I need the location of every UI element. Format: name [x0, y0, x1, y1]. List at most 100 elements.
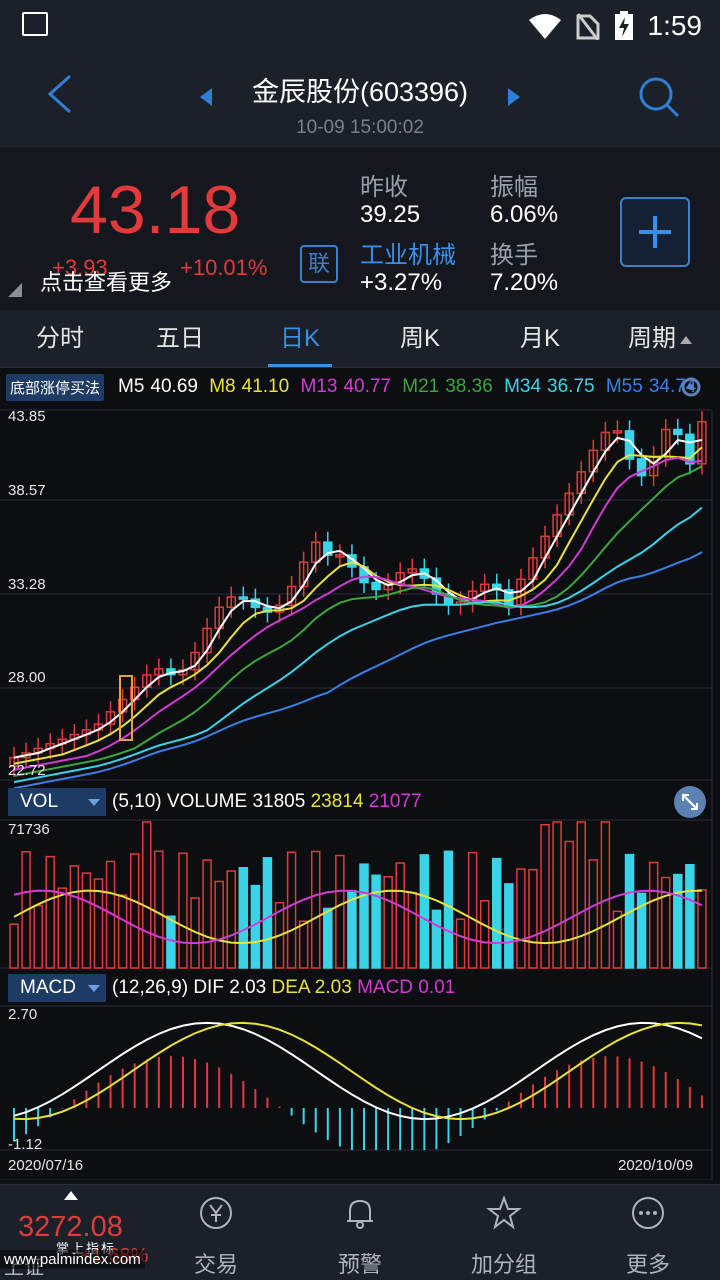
volume-bar [129, 853, 140, 969]
candle-body [238, 596, 249, 600]
index-value: 3272.08 [18, 1211, 123, 1243]
search-icon[interactable] [638, 76, 680, 118]
candle-body [310, 541, 321, 563]
add-watchlist-button[interactable] [620, 197, 690, 267]
volume-header: VOL (5,10) VOLUME 31805 23814 21077 [0, 788, 720, 818]
more-link[interactable]: 点击查看更多 [40, 270, 173, 295]
volume-bar [492, 857, 502, 969]
candle-body [685, 433, 695, 465]
candle-body [371, 581, 381, 591]
corner-indicator [8, 283, 22, 297]
sector-value: +3.27% [360, 269, 443, 296]
volume-bar [310, 850, 321, 969]
settings-gear-icon[interactable] [678, 374, 704, 400]
nav-alert-label: 预警 [337, 1252, 382, 1277]
tab-weekly-k[interactable]: 周K [399, 325, 440, 352]
volume-bar [9, 923, 19, 969]
next-stock-icon[interactable] [508, 88, 520, 106]
linked-button[interactable]: 联 [300, 245, 338, 283]
nav-more[interactable]: 更多 [576, 1185, 720, 1280]
volume-bar [262, 857, 273, 969]
indicator-tag[interactable]: 底部涨停买法 [6, 374, 105, 401]
macd-selector[interactable]: MACD [8, 974, 106, 1002]
y-label-bottom: 22.72 [8, 762, 46, 779]
volume-v1: 31805 [252, 791, 306, 812]
volume-bar [685, 863, 695, 969]
nav-add-group[interactable]: 加分组 [432, 1185, 576, 1280]
prev-stock-icon[interactable] [200, 88, 212, 106]
plus-icon [639, 216, 671, 248]
last-price: 43.18 [70, 172, 241, 248]
volume-bar [166, 915, 176, 969]
macd-top-label: 2.70 [8, 1006, 38, 1023]
volume-bar [479, 900, 490, 969]
volume-bar [359, 863, 369, 969]
date-start: 2020/07/16 [8, 1157, 84, 1174]
sector-label[interactable]: 工业机械 [360, 242, 456, 269]
tab-daily-k[interactable]: 日K [240, 310, 360, 367]
volume-ma-long [13, 889, 703, 945]
battery-icon [614, 11, 633, 40]
volume-bar [21, 851, 31, 969]
tab-period[interactable]: 周期 [600, 310, 720, 367]
ma34-label: M34 [504, 376, 542, 397]
period-tabs: 分时 五日 日K 周K 月K 周期 [0, 310, 720, 368]
volume-bar [660, 876, 671, 969]
candle-body [407, 568, 418, 574]
volume-bar [45, 855, 55, 969]
volume-bar [347, 889, 357, 969]
dif-line [13, 1021, 703, 1121]
header: 金辰股份(603396) 10-09 15:00:02 [0, 50, 720, 146]
nav-alert[interactable]: 预警 [288, 1185, 432, 1280]
tab-five-day[interactable]: 五日 [156, 325, 204, 352]
volume-selector[interactable]: VOL [8, 788, 106, 816]
volume-bar [407, 891, 418, 969]
dea-label: DEA [271, 977, 310, 998]
volume-bar [202, 859, 212, 969]
volume-bar [250, 884, 261, 969]
macd-header: MACD (12,26,9) DIF 2.03 DEA 2.03 MACD 0.… [0, 974, 720, 1004]
ma5-value: 40.69 [150, 376, 198, 397]
prev-close-value: 39.25 [360, 201, 421, 228]
volume-bar [600, 821, 611, 969]
bell-icon [347, 1199, 373, 1229]
turnover-label: 换手 [490, 242, 538, 269]
back-icon[interactable] [44, 74, 76, 114]
tab-monthly-k[interactable]: 月K [519, 325, 560, 352]
expand-button[interactable] [674, 786, 706, 818]
nav-trade-label: 交易 [193, 1252, 238, 1277]
ma8-label: M8 [209, 376, 236, 397]
kline-chart[interactable] [0, 0, 720, 1180]
candle-body [492, 583, 502, 591]
volume-bar [588, 859, 599, 969]
volume-bar [419, 854, 430, 969]
ma21-value: 38.36 [445, 376, 493, 397]
dif-value: 2.03 [229, 977, 267, 998]
macd-value: 0.01 [418, 977, 456, 998]
star-icon [486, 1195, 522, 1230]
candle-body [323, 541, 333, 556]
volume-v3: 21077 [368, 791, 422, 812]
candle-body [697, 420, 707, 465]
candle-body [612, 430, 623, 434]
candle-body [335, 554, 345, 558]
ma-line-m21 [13, 465, 703, 777]
nav-trade[interactable]: 交易 [144, 1185, 288, 1280]
dif-label: DIF [193, 977, 224, 998]
macd-bottom-label: -1.12 [8, 1136, 43, 1153]
gallery-icon [22, 12, 48, 36]
macd-label: MACD [357, 977, 414, 998]
chart-area [0, 368, 720, 1180]
y-label-4: 28.00 [8, 669, 46, 686]
wifi-icon [528, 14, 561, 39]
volume-bar [455, 918, 466, 969]
volume-bar [395, 862, 405, 969]
ma-line-m55 [13, 551, 703, 790]
volume-bar [576, 821, 586, 969]
volume-bar [540, 823, 550, 969]
ma-line-m13 [13, 456, 703, 771]
volume-bar [274, 901, 285, 969]
expand-icon [682, 794, 698, 810]
tab-intraday[interactable]: 分时 [36, 325, 84, 352]
candle-body [673, 428, 683, 436]
